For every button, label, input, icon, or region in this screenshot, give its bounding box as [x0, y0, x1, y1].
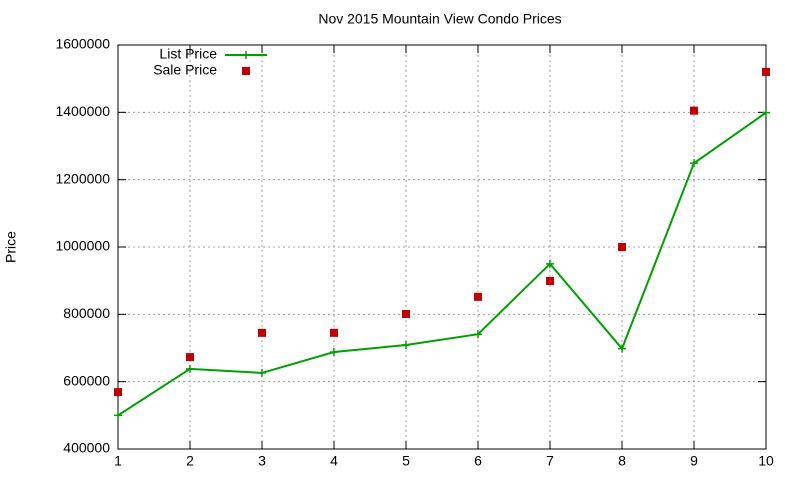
data-point — [546, 259, 554, 268]
data-point — [402, 309, 410, 318]
y-axis-label: Price — [3, 231, 19, 263]
y-tick-label: 1000000 — [55, 238, 110, 254]
data-point — [762, 108, 770, 117]
data-point — [690, 106, 698, 115]
x-tick-label: 8 — [618, 453, 626, 469]
x-tick-label: 2 — [186, 453, 194, 469]
legend-swatch — [242, 67, 250, 75]
x-tick-label: 4 — [330, 453, 338, 469]
x-tick-label: 1 — [114, 453, 122, 469]
data-point — [618, 243, 626, 251]
x-tick-label: 9 — [690, 453, 698, 469]
legend-label: List Price — [159, 46, 217, 62]
data-point — [114, 388, 122, 397]
chart-title: Nov 2015 Mountain View Condo Prices — [318, 11, 561, 27]
data-point — [762, 67, 770, 76]
y-tick-label: 1400000 — [55, 103, 110, 119]
y-tick-label: 400000 — [63, 440, 110, 456]
y-tick-label: 600000 — [63, 372, 110, 388]
data-point — [474, 292, 482, 301]
data-point — [402, 340, 410, 349]
x-tick-label: 3 — [258, 453, 266, 469]
legend-label: Sale Price — [153, 62, 217, 78]
y-tick-label: 1200000 — [55, 170, 110, 186]
y-tick-label: 1600000 — [55, 36, 110, 52]
data-point — [258, 328, 266, 337]
data-point — [330, 328, 338, 337]
x-tick-label: 6 — [474, 453, 482, 469]
data-point — [330, 348, 338, 357]
x-tick-label: 10 — [758, 453, 774, 469]
plot-frame — [117, 44, 767, 450]
data-point — [258, 368, 266, 377]
legend-swatch — [242, 51, 250, 59]
x-tick-label: 5 — [402, 453, 410, 469]
series-line — [117, 111, 767, 417]
data-point — [690, 159, 698, 168]
y-tick-label: 800000 — [63, 305, 110, 321]
data-point — [546, 277, 554, 286]
x-tick-label: 7 — [546, 453, 554, 469]
data-point — [186, 353, 194, 362]
data-point — [114, 411, 122, 420]
data-point — [474, 330, 482, 339]
data-point — [618, 344, 626, 353]
data-point — [186, 364, 194, 373]
